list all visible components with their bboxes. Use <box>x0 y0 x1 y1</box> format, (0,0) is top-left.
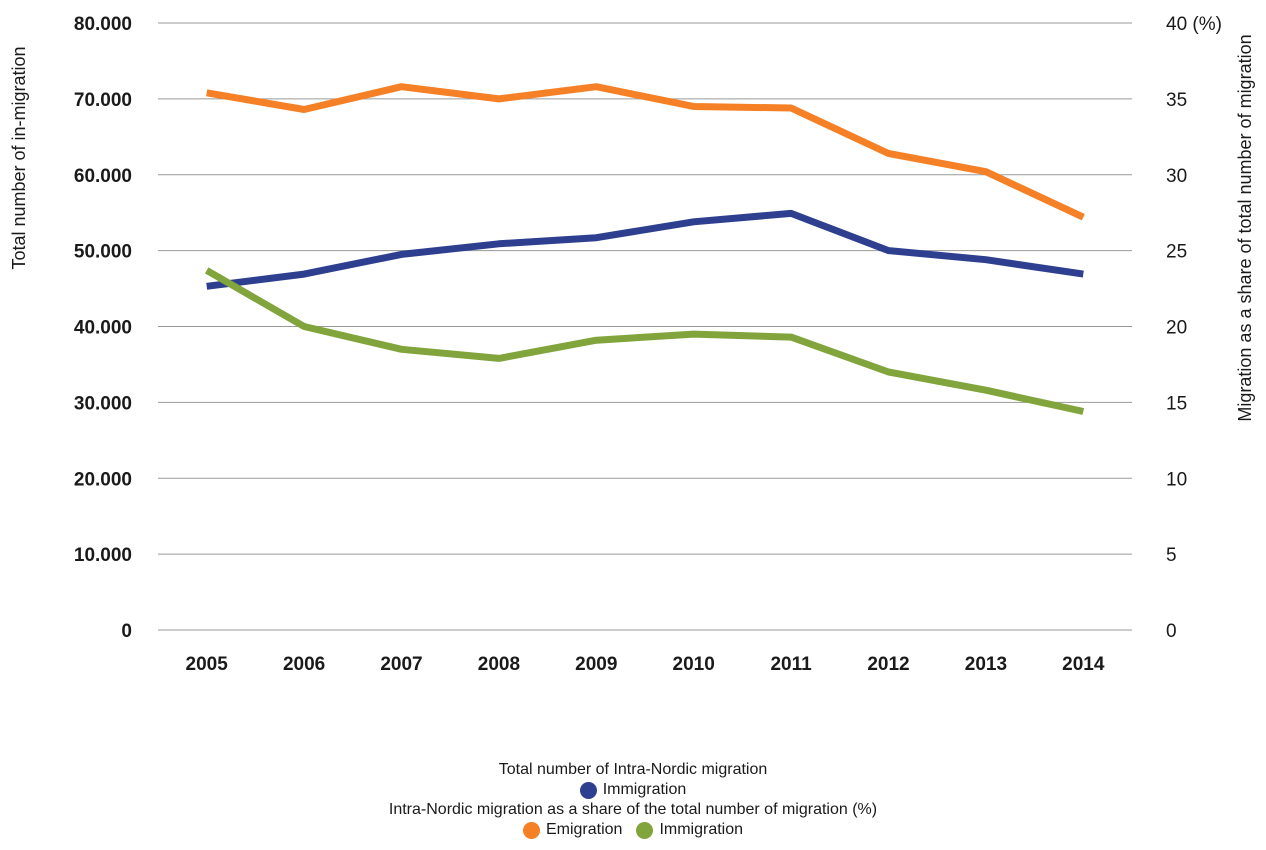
legend-item-count-immigration: Immigration <box>579 780 687 800</box>
legend-label: Immigration <box>602 781 687 798</box>
right-tick-label: 40 (%) <box>1166 14 1222 35</box>
x-tick-label: 2009 <box>575 654 617 675</box>
right-tick-label: 15 <box>1166 393 1187 414</box>
x-tick-label: 2011 <box>770 654 812 675</box>
left-tick-label: 10.000 <box>74 545 132 566</box>
legend-label: Emigration <box>545 821 623 838</box>
legend-share-title: Intra-Nordic migration as a share of the… <box>388 801 878 818</box>
legend-share-row: Emigration Immigration <box>0 820 1266 840</box>
x-tick-label: 2005 <box>186 654 229 675</box>
line-chart: 0 10.000 20.000 30.000 40.000 50.000 60.000 70.… <box>9 14 1255 675</box>
left-tick-label: 70.000 <box>74 90 132 111</box>
left-tick-label: 50.000 <box>74 242 132 263</box>
left-tick-label: 30.000 <box>74 393 132 414</box>
series-line-share-immigration <box>204 267 1085 415</box>
right-tick-label: 30 <box>1166 166 1187 187</box>
x-tick-label: 2013 <box>965 654 1007 675</box>
right-tick-label: 25 <box>1166 242 1187 263</box>
legend-label: Immigration <box>659 821 744 838</box>
left-tick-label: 20.000 <box>74 469 132 490</box>
right-tick-label: 0 <box>1166 621 1177 642</box>
legend-dot-green-icon <box>636 821 654 839</box>
left-tick-label: 60.000 <box>74 166 132 187</box>
legend-item-share-immigration: Immigration <box>636 820 743 840</box>
x-axis-ticks: 2005 2006 2007 2008 2009 2010 2011 2012 2013 2014 <box>186 654 1105 675</box>
series-line-share-emigration <box>206 83 1085 221</box>
left-axis-ticks: 0 10.000 20.000 30.000 40.000 50.000 60.000 70.… <box>74 14 132 642</box>
right-tick-label: 5 <box>1166 545 1177 566</box>
right-tick-label: 20 <box>1166 318 1187 339</box>
right-tick-label: 10 <box>1166 469 1187 490</box>
left-tick-label: 40.000 <box>74 318 132 339</box>
gridlines <box>158 22 1132 631</box>
legend-count-title: Total number of Intra-Nordic migration <box>498 761 768 778</box>
x-tick-label: 2007 <box>380 654 422 675</box>
series-lines <box>204 83 1085 415</box>
x-tick-label: 2014 <box>1062 654 1105 675</box>
series-line-count-immigration <box>206 209 1084 290</box>
x-tick-label: 2006 <box>283 654 325 675</box>
right-axis-label: Migration as a share of total number of … <box>1235 34 1255 421</box>
right-tick-label: 35 <box>1166 90 1187 111</box>
right-axis-ticks: 0 5 10 15 20 25 30 35 40 (%) <box>1166 14 1222 642</box>
legend-count-row: Immigration <box>0 780 1266 800</box>
left-axis-label: Total number of in-migration <box>9 46 29 269</box>
legend: Total number of Intra-Nordic migration I… <box>0 760 1266 840</box>
x-tick-label: 2010 <box>673 654 715 675</box>
x-tick-label: 2012 <box>867 654 909 675</box>
left-tick-label: 0 <box>121 621 132 642</box>
legend-dot-blue-icon <box>579 781 597 799</box>
x-tick-label: 2008 <box>478 654 520 675</box>
legend-item-share-emigration: Emigration <box>522 820 623 840</box>
left-tick-label: 80.000 <box>74 14 132 35</box>
legend-dot-orange-icon <box>522 821 540 839</box>
